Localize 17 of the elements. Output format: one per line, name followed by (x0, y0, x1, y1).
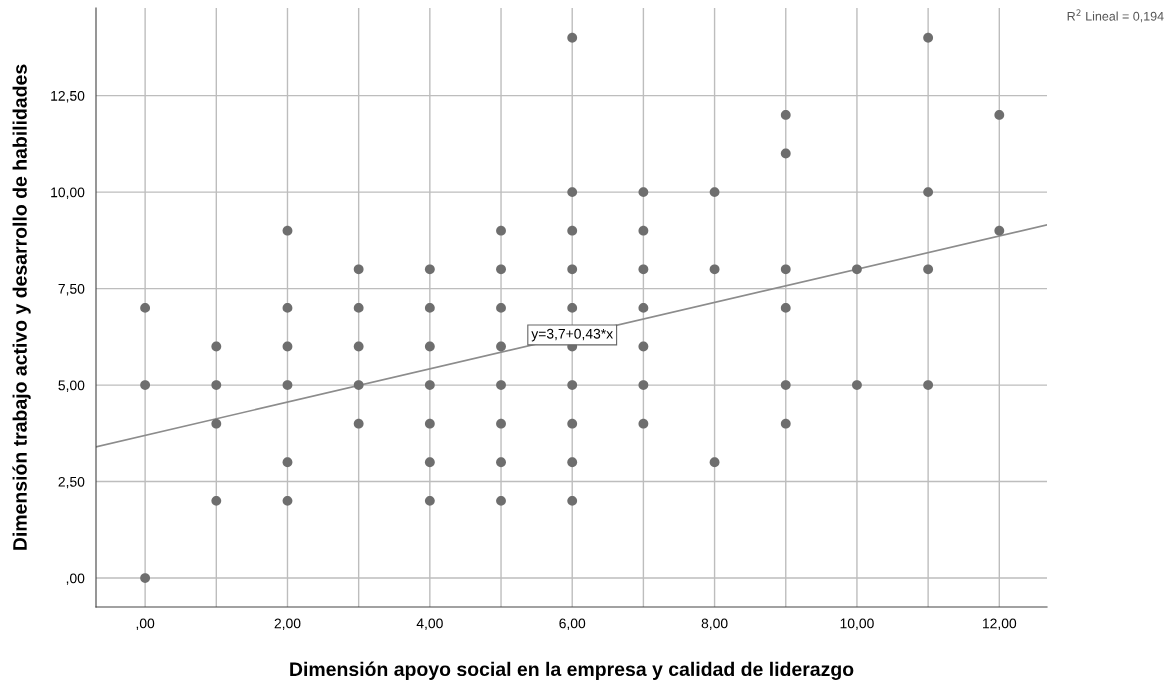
text: R$^{2}$ Lineal = 0,194 (1067, 9, 1164, 23)
y-tick-label: 12,50 (51, 90, 85, 103)
x-tick-label: 10,00 (840, 618, 874, 630)
x-tick-label: 6,00 (559, 618, 586, 630)
x-tick-label: 2,00 (274, 618, 301, 630)
y-tick-label: 10,00 (51, 187, 85, 199)
x-tick-label: ,00 (136, 618, 155, 630)
y-tick-label: ,00 (66, 573, 85, 585)
y-tick-label: 5,00 (58, 380, 85, 392)
x-tick-label: 12,00 (982, 618, 1017, 630)
x-tick-label: 4,00 (416, 618, 443, 630)
x-axis-title: Dimensión apoyo social en la empresa y calidad de liderazgo (290, 661, 854, 680)
y-tick-label: 2,50 (58, 476, 85, 489)
x-tick-label: 8,00 (701, 618, 728, 630)
y-tick-label: 7,50 (58, 283, 85, 296)
annotation: y=3,7+0,43*x (531, 328, 613, 342)
y-axis-title: Dimensión trabajo activo y desarrollo de habilidades (12, 64, 31, 550)
